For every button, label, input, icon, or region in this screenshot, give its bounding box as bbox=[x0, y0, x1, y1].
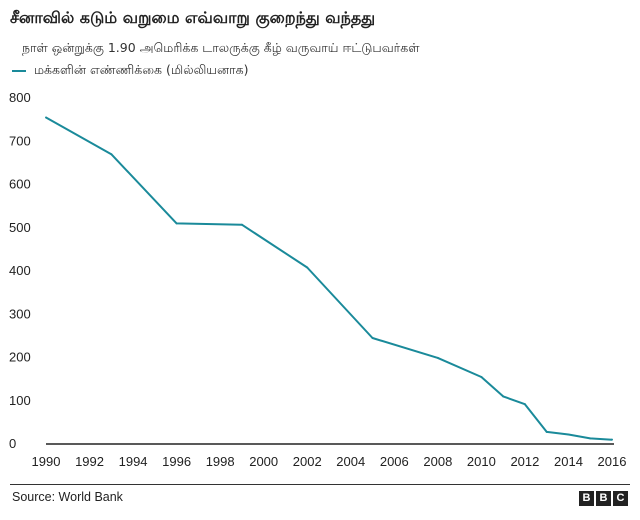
x-tick-label: 2006 bbox=[380, 454, 409, 469]
x-tick-label: 2012 bbox=[510, 454, 539, 469]
data-point bbox=[45, 116, 47, 119]
data-point bbox=[611, 438, 613, 441]
data-point bbox=[523, 403, 526, 406]
data-point bbox=[240, 223, 243, 226]
x-tick-label: 2004 bbox=[336, 454, 365, 469]
data-point bbox=[545, 430, 548, 433]
x-tick-label: 2000 bbox=[249, 454, 278, 469]
chart-title: சீனாவில் கடும் வறுமை எவ்வாறு குறைந்து வந… bbox=[10, 8, 376, 27]
x-tick-label: 1998 bbox=[206, 454, 235, 469]
legend-swatch bbox=[12, 69, 26, 72]
series-line bbox=[45, 116, 613, 441]
bbc-logo: B B C bbox=[579, 491, 628, 506]
y-tick-label: 400 bbox=[9, 263, 31, 278]
data-point bbox=[371, 337, 374, 340]
x-tick-label: 2016 bbox=[598, 454, 627, 469]
x-tick-label: 1994 bbox=[119, 454, 148, 469]
chart-subtitle: நாள் ஒன்றுக்கு 1.90 அமெரிக்க டாலருக்கு க… bbox=[22, 40, 420, 55]
data-point bbox=[306, 266, 309, 269]
x-tick-label: 1992 bbox=[75, 454, 104, 469]
data-point bbox=[567, 433, 570, 436]
data-point bbox=[589, 437, 592, 440]
y-tick-label: 800 bbox=[9, 90, 31, 105]
y-tick-label: 500 bbox=[9, 220, 31, 235]
y-tick-label: 600 bbox=[9, 177, 31, 192]
x-tick-label: 2002 bbox=[293, 454, 322, 469]
data-point bbox=[480, 375, 483, 378]
bbc-logo-letter: B bbox=[579, 491, 594, 506]
bbc-logo-letter: C bbox=[613, 491, 628, 506]
y-tick-label: 200 bbox=[9, 350, 31, 365]
line-chart: 0 100 200 300 400 500 600 700 800 1990 1992 1994 199… bbox=[9, 90, 627, 469]
bbc-logo-letter: B bbox=[596, 491, 611, 506]
data-point bbox=[110, 153, 113, 156]
source-note: Source: World Bank bbox=[12, 490, 123, 504]
x-tick-label: 1990 bbox=[32, 454, 61, 469]
footer-rule bbox=[10, 484, 630, 485]
y-tick-label: 700 bbox=[9, 133, 31, 148]
y-tick-label: 300 bbox=[9, 306, 31, 321]
x-tick-label: 2010 bbox=[467, 454, 496, 469]
y-tick-label: 0 bbox=[9, 436, 16, 451]
data-point bbox=[502, 395, 505, 398]
legend-label: மக்களின் எண்ணிக்கை (மில்லியனாக) bbox=[34, 62, 249, 77]
data-point bbox=[436, 356, 439, 359]
y-tick-label: 100 bbox=[9, 393, 31, 408]
x-tick-label: 2014 bbox=[554, 454, 583, 469]
x-tick-label: 2008 bbox=[423, 454, 452, 469]
x-tick-label: 1996 bbox=[162, 454, 191, 469]
legend: மக்களின் எண்ணிக்கை (மில்லியனாக) bbox=[12, 62, 249, 79]
data-point bbox=[175, 222, 178, 225]
